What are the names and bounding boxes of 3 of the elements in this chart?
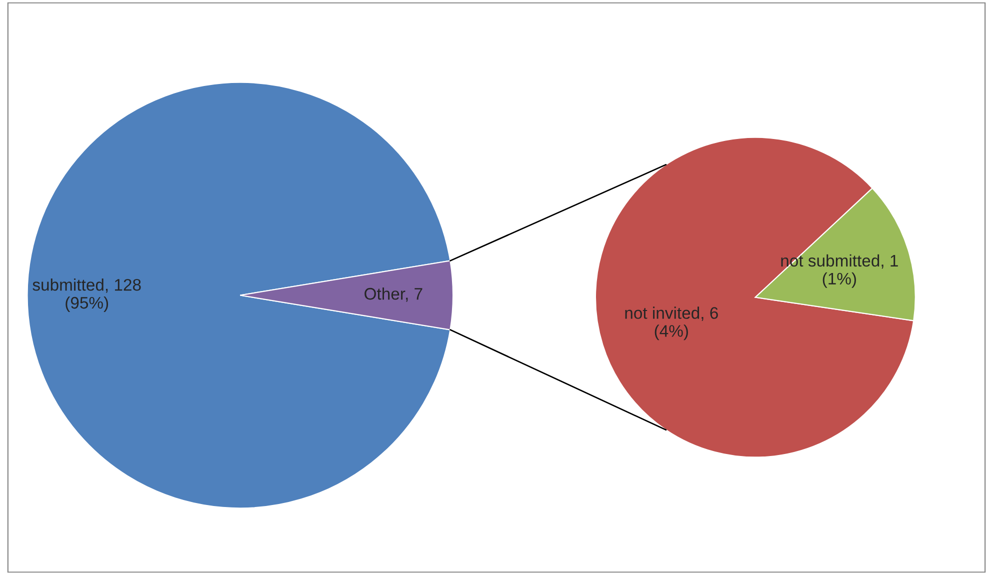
slice-label: Other, 7	[364, 287, 422, 302]
slice-label: submitted, 128 (95%)	[32, 278, 141, 312]
slice-label: not invited, 6 (4%)	[625, 306, 718, 340]
